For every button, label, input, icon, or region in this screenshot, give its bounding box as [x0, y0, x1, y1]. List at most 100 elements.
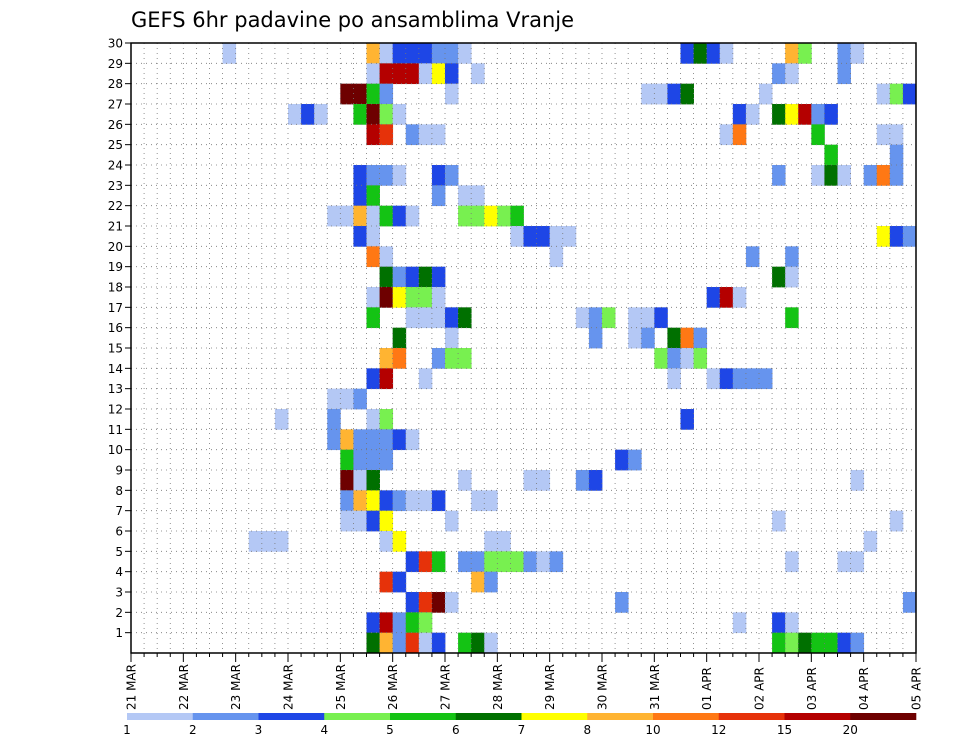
heatmap-cell [785, 612, 799, 634]
y-tick-label: 12 [108, 403, 123, 417]
heatmap-cell [379, 246, 394, 268]
legend-swatch [455, 713, 522, 720]
heatmap-cell [837, 63, 851, 85]
heatmap-cell [759, 368, 773, 390]
heatmap-cell [458, 205, 472, 227]
heatmap-cell [615, 592, 629, 613]
x-tick-label: 27 MAR [439, 664, 453, 710]
heatmap-cell [850, 43, 865, 64]
heatmap-cell [458, 43, 472, 64]
x-axis: 21 MAR 22 MAR 23 MAR 24 MAR 25 MAR 26 MAR 27 M… [125, 653, 924, 710]
heatmap-cell [837, 43, 851, 64]
heatmap-cell [445, 510, 459, 532]
x-tick-label: 28 MAR [491, 664, 505, 710]
y-tick-label: 1 [115, 626, 123, 640]
heatmap-cell [405, 205, 420, 227]
legend-swatch [653, 713, 720, 720]
heatmap-cell [889, 144, 904, 166]
heatmap-cell [484, 531, 498, 552]
heatmap-cell [431, 185, 446, 207]
heatmap-cell [353, 83, 367, 105]
y-tick-label: 27 [108, 98, 123, 112]
heatmap-cell [392, 43, 407, 64]
heatmap-cell [327, 388, 341, 410]
heatmap-cell [824, 104, 838, 125]
legend-level-label: 20 [843, 723, 858, 737]
heatmap-cell [366, 307, 380, 329]
legend-level-label: 2 [189, 723, 197, 737]
heatmap-cell [301, 104, 315, 125]
heatmap-cell [471, 205, 485, 227]
heatmap-cell [575, 307, 590, 329]
heatmap-cell [314, 104, 328, 125]
heatmap-cell [719, 124, 734, 146]
heatmap-cell [405, 632, 420, 654]
heatmap-cell [405, 551, 420, 573]
heatmap-cell [458, 348, 472, 369]
heatmap-cell [850, 470, 865, 491]
heatmap-cell [680, 83, 694, 105]
heatmap-cell [497, 531, 511, 552]
heatmap-cell [445, 43, 459, 64]
heatmap-cell [745, 104, 760, 125]
heatmap-cell [902, 226, 917, 247]
heatmap-cell [536, 470, 551, 491]
heatmap-cell [340, 205, 354, 227]
heatmap-cell [458, 551, 472, 573]
heatmap-cell [392, 571, 407, 593]
heatmap-cell [418, 551, 433, 573]
heatmap-cell [680, 327, 694, 349]
heatmap-cell [405, 43, 420, 64]
heatmap-cell [706, 368, 721, 390]
x-tick-label: 31 MAR [648, 664, 662, 710]
x-tick-label: 23 MAR [229, 664, 243, 710]
heatmap-cell [471, 632, 485, 654]
legend-swatch [192, 713, 259, 720]
heatmap-cell [379, 266, 394, 288]
legend-swatch [587, 713, 654, 720]
heatmap-cell [837, 551, 851, 573]
heatmap-cell [431, 348, 446, 369]
heatmap-cell [248, 531, 263, 552]
y-tick-label: 22 [108, 199, 123, 213]
heatmap-cell [379, 409, 394, 430]
heatmap-cell [850, 551, 865, 573]
heatmap-cell [889, 124, 904, 146]
heatmap-cell [392, 165, 407, 186]
heatmap-cell [379, 490, 394, 512]
heatmap-cell [392, 287, 407, 308]
heatmap-cell [405, 287, 420, 308]
heatmap-cell [379, 510, 394, 532]
heatmap-cell [274, 531, 289, 552]
heatmap-cell [889, 510, 904, 532]
y-tick-label: 15 [108, 342, 123, 356]
heatmap-cell [772, 266, 786, 288]
x-tick-label: 21 MAR [125, 664, 139, 710]
heatmap-cell [405, 490, 420, 512]
heatmap-cell [405, 307, 420, 329]
y-tick-label: 10 [108, 443, 123, 457]
heatmap-cell [523, 226, 537, 247]
heatmap-cell [379, 348, 394, 369]
heatmap-cell [588, 307, 603, 329]
chart-title: GEFS 6hr padavine po ansamblima Vranje [131, 8, 574, 32]
legend-swatch [258, 713, 325, 720]
heatmap-cell [405, 63, 420, 85]
heatmap-cell [484, 551, 498, 573]
heatmap-cell [549, 226, 564, 247]
y-tick-label: 9 [115, 464, 123, 478]
heatmap-cell [366, 510, 380, 532]
heatmap-cell [889, 165, 904, 186]
heatmap-cell [902, 83, 917, 105]
y-tick-label: 13 [108, 382, 123, 396]
heatmap-cell [458, 185, 472, 207]
heatmap-cell [536, 551, 551, 573]
heatmap-cell [353, 226, 367, 247]
heatmap-cell [772, 612, 786, 634]
heatmap-cells [222, 43, 917, 654]
heatmap-cell [641, 327, 655, 349]
y-tick-label: 25 [108, 138, 123, 152]
y-axis: 1234567891011121314151617181920212223242… [108, 37, 131, 640]
heatmap-cell [732, 612, 747, 634]
heatmap-cell [366, 409, 380, 430]
